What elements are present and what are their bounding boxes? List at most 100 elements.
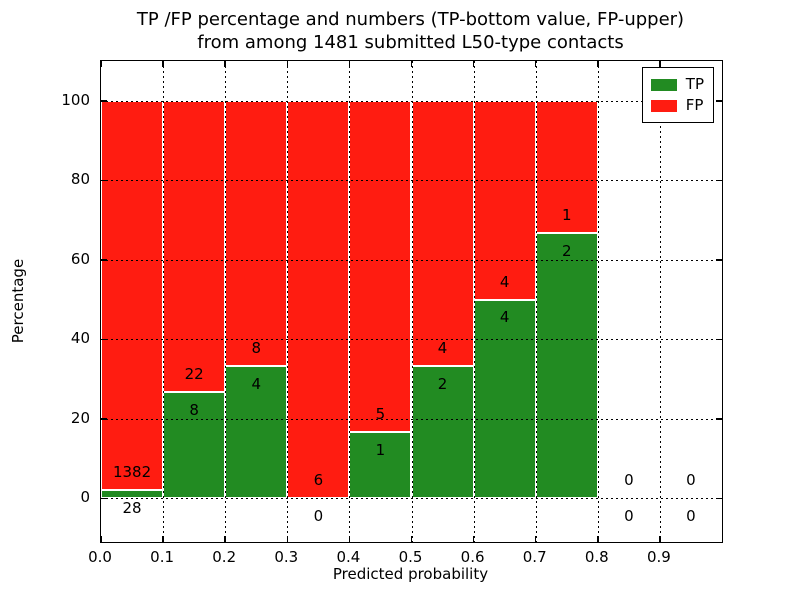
tp-count-label: 4 — [499, 308, 510, 327]
y-axis-label: Percentage — [9, 258, 27, 344]
y-tick-mark-right — [716, 259, 722, 261]
y-tick-label: 20 — [70, 408, 90, 427]
y-tick-mark — [101, 179, 107, 181]
y-tick-mark — [101, 100, 107, 102]
tp-count-label: 0 — [624, 507, 634, 526]
v-gridline — [535, 61, 537, 542]
x-tick-mark-top — [100, 61, 102, 67]
tp-count-label: 8 — [189, 401, 199, 420]
v-gridline — [349, 61, 351, 542]
x-tick-label: 0.3 — [274, 548, 299, 566]
x-tick-mark — [162, 536, 164, 542]
x-tick-mark-top — [472, 61, 475, 67]
legend-item-fp: FP — [650, 95, 704, 116]
v-gridline — [163, 61, 165, 542]
tp-bar-segment — [473, 299, 536, 499]
v-gridline — [473, 61, 475, 542]
fp-bar-segment — [411, 100, 474, 366]
tp-bar-segment — [225, 365, 288, 499]
x-tick-label: 0.9 — [646, 548, 671, 566]
plot-area: TP FP 1382 28 22 8 8 4 6 0 5 1 4 2 4 4 1 2 0 0 0 0 — [100, 60, 723, 543]
y-tick-mark-right — [716, 338, 722, 340]
fp-count-label: 6 — [313, 471, 324, 490]
y-tick-mark-right — [716, 497, 722, 500]
x-tick-mark — [534, 536, 537, 542]
x-tick-mark — [472, 536, 475, 542]
x-tick-mark — [100, 536, 102, 542]
x-tick-mark-top — [410, 61, 413, 67]
fp-count-label: 4 — [437, 338, 448, 357]
y-tick-mark — [101, 259, 107, 261]
x-tick-mark — [286, 536, 289, 542]
x-tick-label: 0.4 — [336, 548, 361, 566]
legend-label-fp: FP — [685, 96, 704, 114]
fp-count-label: 8 — [251, 338, 262, 357]
fp-bar-segment — [101, 100, 164, 491]
x-tick-mark-top — [597, 61, 599, 67]
x-tick-mark — [659, 536, 661, 542]
fp-count-label: 1 — [561, 206, 572, 225]
x-axis-label: Predicted probability — [332, 565, 489, 583]
v-gridline — [225, 61, 227, 542]
x-tick-label: 0.1 — [150, 548, 175, 566]
fp-bar-segment — [473, 100, 536, 300]
x-tick-mark-top — [286, 61, 289, 67]
tp-count-label: 0 — [686, 507, 696, 526]
fp-count-label: 5 — [375, 405, 386, 424]
fp-bar-segment — [163, 100, 226, 393]
tp-bar-segment — [101, 490, 164, 499]
y-tick-mark — [101, 418, 107, 420]
v-gridline — [287, 61, 289, 542]
x-tick-mark-top — [348, 61, 351, 67]
y-tick-label: 40 — [70, 329, 90, 348]
v-gridline — [659, 61, 661, 542]
x-tick-label: 0.5 — [398, 548, 423, 566]
chart-title: TP /FP percentage and numbers (TP-bottom… — [100, 8, 721, 54]
fp-bar-segment — [287, 100, 350, 499]
legend-item-tp: TP — [650, 74, 704, 95]
fp-color-swatch — [650, 99, 677, 112]
tp-count-label: 0 — [313, 507, 324, 526]
x-tick-mark — [410, 536, 413, 542]
x-tick-label: 0.0 — [88, 548, 112, 566]
v-gridline — [411, 61, 413, 542]
x-tick-label: 0.6 — [460, 548, 485, 566]
tp-bar-segment — [535, 233, 598, 499]
x-tick-label: 0.8 — [584, 548, 609, 566]
y-tick-mark — [101, 338, 107, 340]
x-tick-mark-top — [224, 61, 226, 67]
fp-bar-segment — [349, 100, 412, 433]
tp-count-label: 4 — [251, 374, 262, 393]
fp-count-label: 0 — [624, 471, 634, 490]
tp-bar-segment — [411, 365, 474, 499]
fp-count-label: 0 — [686, 471, 696, 490]
x-tick-mark-top — [659, 61, 661, 67]
x-tick-mark — [348, 536, 351, 542]
chart-title-line2: from among 1481 submitted L50-type conta… — [197, 32, 624, 53]
fp-bar-segment — [225, 100, 288, 366]
legend-label-tp: TP — [685, 75, 704, 93]
y-tick-label: 80 — [70, 170, 90, 189]
v-gridline — [597, 61, 599, 542]
legend: TP FP — [641, 67, 714, 123]
y-tick-mark-right — [716, 100, 722, 102]
y-tick-label: 0 — [80, 488, 90, 507]
y-tick-mark-right — [716, 179, 722, 181]
y-tick-label: 60 — [70, 249, 90, 268]
chart-title-line1: TP /FP percentage and numbers (TP-bottom… — [136, 9, 685, 30]
y-tick-mark — [101, 497, 107, 500]
y-tick-mark-right — [716, 418, 722, 420]
fp-count-label: 22 — [184, 365, 204, 384]
tp-count-label: 28 — [122, 499, 142, 518]
x-tick-mark — [597, 536, 599, 542]
x-tick-label: 0.2 — [212, 548, 237, 566]
tp-count-label: 2 — [437, 374, 448, 393]
tp-count-label: 1 — [375, 440, 386, 459]
y-tick-label: 100 — [61, 90, 90, 109]
tp-color-swatch — [650, 78, 677, 91]
x-tick-mark-top — [534, 61, 537, 67]
fp-count-label: 1382 — [112, 463, 152, 482]
fp-count-label: 4 — [499, 272, 510, 291]
x-tick-mark-top — [162, 61, 164, 67]
